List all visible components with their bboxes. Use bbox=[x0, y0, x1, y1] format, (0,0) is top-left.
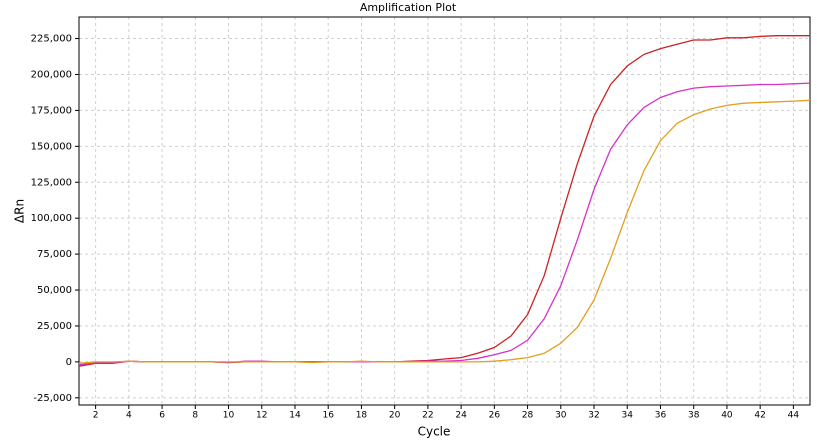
x-tick-label: 38 bbox=[688, 411, 700, 421]
data-line bbox=[78, 99, 811, 364]
y-tick-label: 50,000 bbox=[37, 285, 72, 296]
y-tick-label: 225,000 bbox=[31, 34, 72, 45]
y-tick-label: 25,000 bbox=[37, 321, 72, 332]
y-tick-label: 125,000 bbox=[31, 177, 72, 188]
y-tick-label: 200,000 bbox=[31, 69, 72, 80]
x-tick-label: 30 bbox=[555, 411, 567, 421]
x-tick-label: 14 bbox=[289, 411, 301, 421]
x-tick-label: 36 bbox=[655, 411, 667, 421]
x-tick-label: 20 bbox=[389, 411, 401, 421]
x-axis-label: Cycle bbox=[418, 425, 451, 439]
x-tick-label: 8 bbox=[192, 411, 198, 421]
y-tick-label: 175,000 bbox=[31, 105, 72, 116]
x-tick-label: 22 bbox=[422, 411, 433, 421]
y-tick-label: 0 bbox=[66, 357, 72, 368]
plot-frame bbox=[78, 16, 811, 406]
y-axis-label: ΔRn bbox=[13, 199, 27, 223]
x-tick-label: 12 bbox=[256, 411, 267, 421]
x-tick-label: 18 bbox=[356, 411, 368, 421]
y-tick-label: 150,000 bbox=[31, 141, 72, 152]
x-tick-label: 44 bbox=[788, 411, 800, 421]
x-tick-label: 10 bbox=[223, 411, 235, 421]
x-tick-label: 40 bbox=[721, 411, 733, 421]
x-tick-label: 6 bbox=[159, 411, 165, 421]
y-tick-label: 100,000 bbox=[31, 213, 72, 224]
chart-title: Amplification Plot bbox=[360, 1, 457, 14]
x-tick-label: 34 bbox=[622, 411, 634, 421]
y-tick-label: -25,000 bbox=[33, 393, 72, 404]
y-tick-label: 75,000 bbox=[37, 249, 72, 260]
x-tick-label: 16 bbox=[322, 411, 334, 421]
x-tick-label: 4 bbox=[126, 411, 132, 421]
x-tick-label: 24 bbox=[455, 411, 467, 421]
x-tick-label: 28 bbox=[522, 411, 534, 421]
x-tick-label: 26 bbox=[489, 411, 501, 421]
x-tick-label: 42 bbox=[754, 411, 765, 421]
x-tick-label: 2 bbox=[93, 411, 99, 421]
x-tick-label: 32 bbox=[588, 411, 599, 421]
